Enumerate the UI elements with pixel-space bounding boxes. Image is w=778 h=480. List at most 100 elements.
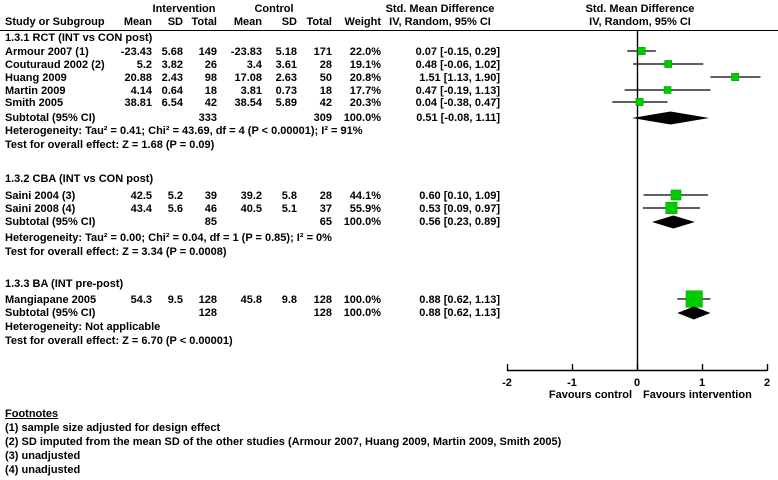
- study-ci-text: 1.51 [1.13, 1.90]: [419, 72, 500, 84]
- subtotal-label: Subtotal (95% CI): [5, 307, 96, 319]
- study-ci-text: 0.88 [0.62, 1.13]: [419, 294, 500, 306]
- study-label: Mangiapane 2005: [5, 294, 97, 306]
- study-label: Saini 2008 (4): [5, 203, 76, 215]
- study-total1: 98: [204, 72, 217, 84]
- study-sd1: 5.68: [161, 46, 183, 58]
- footnotes-title: Footnotes: [5, 408, 59, 420]
- study-mean2: 45.8: [240, 294, 262, 306]
- subtotal-weight: 100.0%: [343, 307, 381, 319]
- study-sd1: 2.43: [161, 72, 183, 84]
- col-weight: Weight: [344, 16, 381, 28]
- subtotal-ci-text: 0.88 [0.62, 1.13]: [419, 307, 500, 319]
- axis-tick-label: 0: [634, 377, 640, 389]
- col-sd-con: SD: [281, 16, 297, 28]
- study-weight: 22.0%: [349, 46, 381, 58]
- col-group-intervention: Intervention: [152, 3, 216, 15]
- study-mean1: 43.4: [130, 203, 152, 215]
- study-total2: 28: [319, 59, 332, 71]
- axis-tick-label: -1: [567, 377, 577, 389]
- plot-subtitle: IV, Random, 95% CI: [589, 16, 691, 28]
- subtotal-diamond: [631, 111, 710, 125]
- heterogeneity-text: Heterogeneity: Tau² = 0.00; Chi² = 0.04,…: [5, 232, 332, 244]
- study-mean2: 39.2: [240, 190, 262, 202]
- effect-square: [664, 60, 673, 68]
- study-sd1: 5.6: [167, 203, 183, 215]
- study-weight: 55.9%: [349, 203, 381, 215]
- study-ci-text: 0.60 [0.10, 1.09]: [419, 190, 500, 202]
- subtotal-label: Subtotal (95% CI): [5, 216, 96, 228]
- study-mean1: 20.88: [124, 72, 152, 84]
- subtotal-weight: 100.0%: [343, 216, 381, 228]
- axis-tick-label: -2: [502, 377, 512, 389]
- axis-tick-label: 2: [764, 377, 770, 389]
- study-sd2: 5.1: [281, 203, 297, 215]
- study-weight: 44.1%: [349, 190, 381, 202]
- subtotal-label: Subtotal (95% CI): [5, 112, 96, 124]
- overall-effect-text: Test for overall effect: Z = 6.70 (P < 0…: [5, 335, 233, 347]
- subtotal-total2: 65: [319, 216, 332, 228]
- study-total2: 171: [313, 46, 332, 58]
- study-sd2: 0.73: [275, 85, 297, 97]
- study-mean1: 42.5: [130, 190, 152, 202]
- favours-left-label: Favours control: [548, 389, 632, 401]
- plot-title: Std. Mean Difference: [585, 3, 695, 15]
- study-sd1: 9.5: [167, 294, 183, 306]
- study-sd1: 0.64: [161, 85, 183, 97]
- col-mean-con: Mean: [233, 16, 262, 28]
- header-divider: [0, 30, 778, 31]
- effect-square: [663, 86, 672, 94]
- study-weight: 20.8%: [349, 72, 381, 84]
- study-ci-text: 0.48 [-0.06, 1.02]: [415, 59, 500, 71]
- study-label: Huang 2009: [5, 72, 67, 84]
- col-stat-title: Std. Mean Difference: [385, 3, 495, 15]
- study-total2: 42: [319, 97, 332, 109]
- study-total1: 39: [204, 190, 217, 202]
- study-mean2: 17.08: [234, 72, 262, 84]
- effect-square: [731, 73, 740, 81]
- effect-square: [665, 202, 678, 214]
- study-total1: 149: [198, 46, 217, 58]
- study-mean2: 3.81: [240, 85, 262, 97]
- study-sd2: 5.8: [281, 190, 297, 202]
- subtotal-weight: 100.0%: [343, 112, 381, 124]
- footnote-3: (3) unadjusted: [5, 450, 81, 462]
- study-label: Martin 2009: [5, 85, 66, 97]
- effect-square: [670, 189, 682, 201]
- subtotal-diamond: [651, 215, 695, 229]
- col-mean-int: Mean: [123, 16, 152, 28]
- study-weight: 19.1%: [349, 59, 381, 71]
- study-mean1: 5.2: [136, 59, 152, 71]
- footnote-2: (2) SD imputed from the mean SD of the o…: [5, 436, 562, 448]
- subtotal-diamond: [677, 306, 711, 320]
- subtotal-total1: 128: [198, 307, 217, 319]
- study-sd2: 3.61: [275, 59, 297, 71]
- study-total1: 42: [204, 97, 217, 109]
- study-total1: 128: [198, 294, 217, 306]
- subtotal-total2: 128: [313, 307, 332, 319]
- col-group-control: Control: [254, 3, 294, 15]
- study-mean1: 38.81: [124, 97, 152, 109]
- study-label: Armour 2007 (1): [5, 46, 89, 58]
- study-total2: 18: [319, 85, 332, 97]
- study-sd1: 6.54: [161, 97, 183, 109]
- study-total1: 46: [204, 203, 217, 215]
- heterogeneity-text: Heterogeneity: Tau² = 0.41; Chi² = 43.69…: [5, 125, 363, 137]
- study-sd1: 3.82: [161, 59, 183, 71]
- footnote-4: (4) unadjusted: [5, 464, 81, 476]
- effect-square: [685, 290, 703, 308]
- study-sd1: 5.2: [167, 190, 183, 202]
- study-mean1: 4.14: [130, 85, 152, 97]
- study-mean2: -23.83: [230, 46, 262, 58]
- study-ci-text: 0.04 [-0.38, 0.47]: [415, 97, 500, 109]
- study-sd2: 9.8: [281, 294, 297, 306]
- overall-effect-text: Test for overall effect: Z = 1.68 (P = 0…: [5, 139, 215, 151]
- col-sd-int: SD: [167, 16, 183, 28]
- study-total1: 18: [204, 85, 217, 97]
- study-total2: 50: [319, 72, 332, 84]
- study-mean2: 3.4: [246, 59, 262, 71]
- study-sd2: 2.63: [275, 72, 297, 84]
- study-mean2: 40.5: [240, 203, 262, 215]
- subtotal-total1: 85: [204, 216, 217, 228]
- subgroup-heading: 1.3.2 CBA (INT vs CON post): [5, 173, 154, 185]
